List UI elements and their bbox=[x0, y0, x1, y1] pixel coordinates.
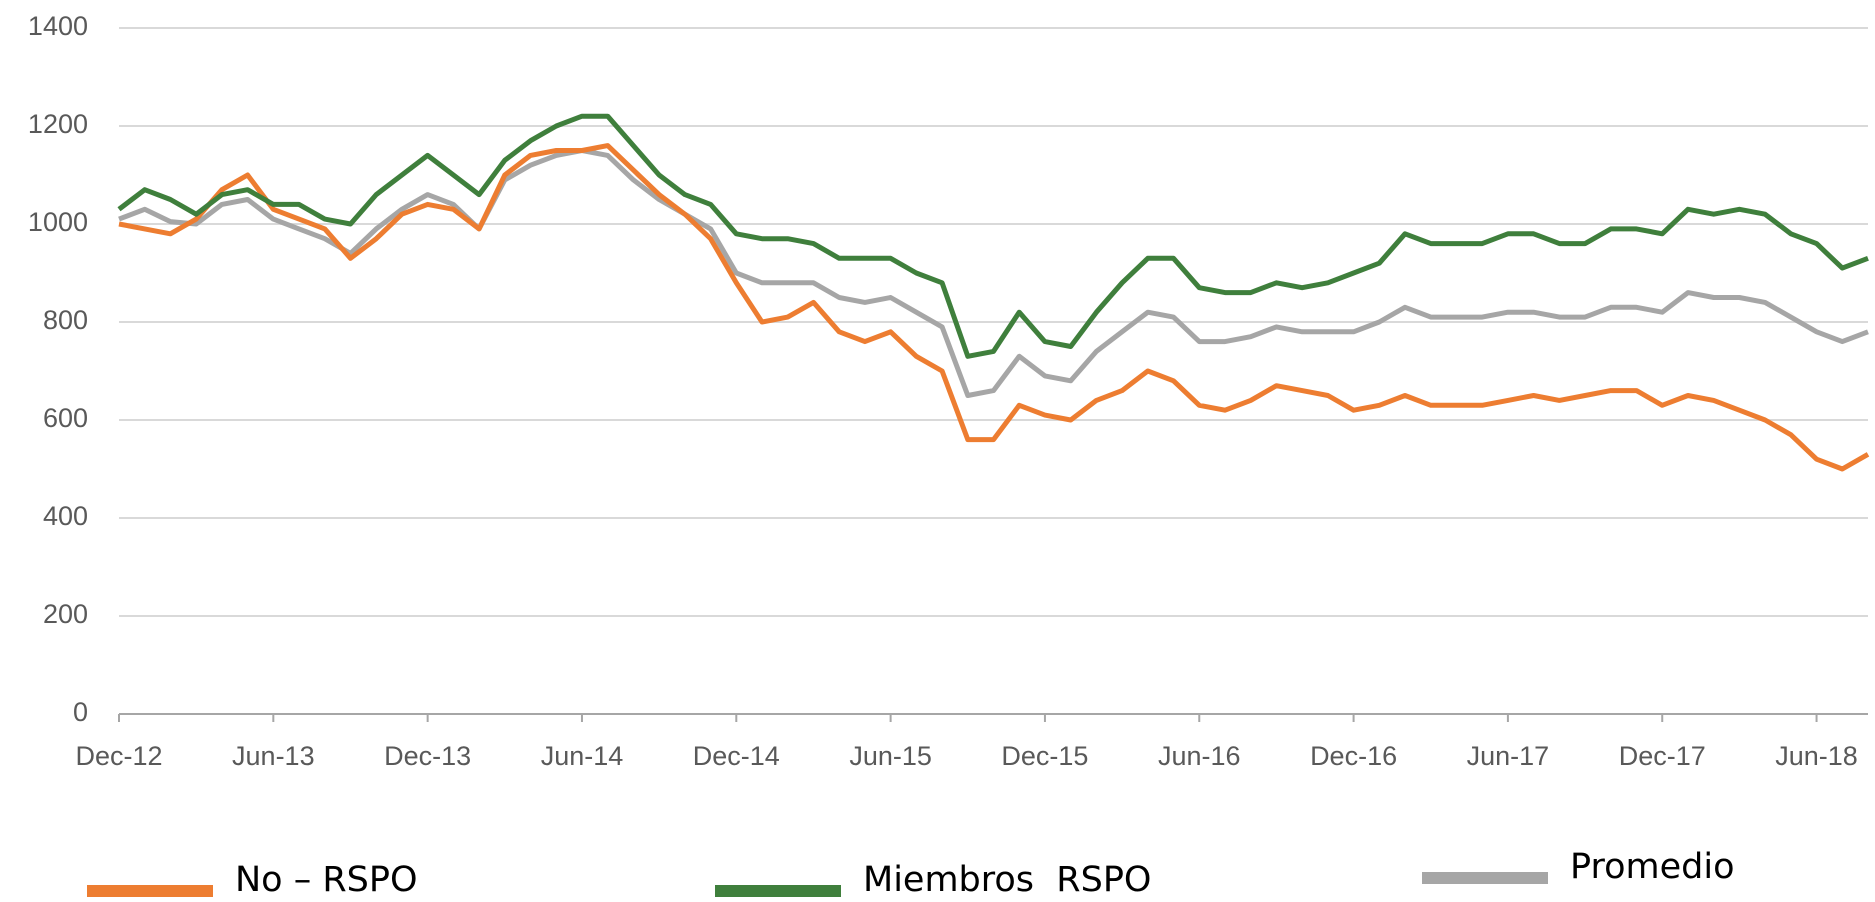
y-tick-label: 1000 bbox=[28, 207, 88, 237]
y-tick-label: 1200 bbox=[28, 109, 88, 139]
series-line bbox=[117, 113, 1869, 359]
x-tick-label: Jun-14 bbox=[541, 741, 624, 771]
y-tick-label: 1400 bbox=[28, 11, 88, 41]
x-tick-label: Dec-13 bbox=[384, 741, 471, 771]
x-tick-label: Jun-18 bbox=[1775, 741, 1858, 771]
legend-label: Promedio bbox=[1570, 847, 1735, 887]
y-tick-label: 800 bbox=[43, 305, 88, 335]
series-line bbox=[118, 148, 1869, 398]
x-tick-label: Dec-15 bbox=[1001, 741, 1088, 771]
y-tick-label: 600 bbox=[43, 403, 88, 433]
x-tick-label: Jun-15 bbox=[849, 741, 932, 771]
x-tick-label: Jun-13 bbox=[232, 741, 315, 771]
x-tick-label: Dec-14 bbox=[693, 741, 780, 771]
x-tick-label: Dec-16 bbox=[1310, 741, 1397, 771]
y-tick-label: 400 bbox=[43, 501, 88, 531]
x-tick-label: Jun-17 bbox=[1467, 741, 1550, 771]
x-tick-label: Dec-17 bbox=[1619, 741, 1706, 771]
legend-label: Miembros RSPO bbox=[863, 860, 1151, 900]
x-tick-label: Jun-16 bbox=[1158, 741, 1241, 771]
x-tick-label: Dec-12 bbox=[75, 741, 162, 771]
y-tick-label: 200 bbox=[43, 599, 88, 629]
series-line bbox=[118, 143, 1870, 472]
y-tick-label: 0 bbox=[73, 697, 88, 727]
legend-label: No – RSPO bbox=[235, 860, 418, 900]
